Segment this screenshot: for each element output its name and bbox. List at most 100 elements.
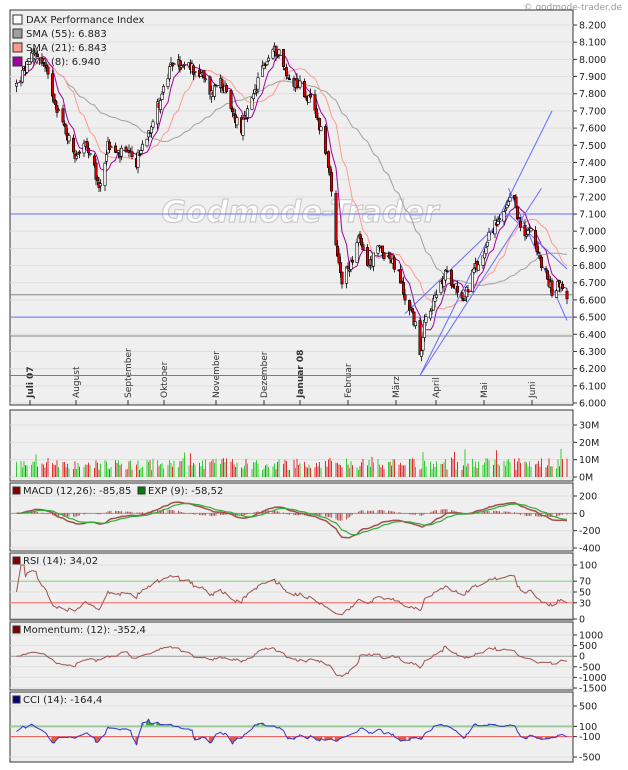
y-tick-label: 7.700: [579, 106, 606, 117]
legend-label: DAX Performance Index: [26, 15, 145, 26]
candle-body: [493, 219, 497, 235]
legend-swatch: [12, 42, 23, 53]
candle-body: [550, 280, 554, 296]
momentum-line: [16, 645, 568, 678]
candle-body: [470, 269, 474, 293]
y-tick-label: 0: [579, 615, 585, 626]
y-tick-label: 6.700: [579, 278, 606, 289]
candle-body: [319, 126, 323, 131]
legend-label: RSI (14): 34,02: [23, 556, 98, 567]
candle: [350, 256, 354, 265]
x-tick-label: Dezember: [260, 351, 270, 398]
y-tick-label: 500: [579, 641, 597, 652]
candle-body: [181, 66, 185, 69]
candle-body: [88, 153, 92, 155]
legend-label: SMA (8): 6.940: [26, 57, 100, 68]
candle-body: [358, 233, 362, 239]
sma55-line: [16, 62, 568, 286]
y-tick-label: -500: [579, 753, 601, 764]
candle: [78, 150, 82, 159]
candle-body: [94, 162, 98, 180]
candle-body: [64, 124, 68, 135]
candle: [502, 210, 506, 226]
candle-body: [464, 286, 468, 298]
candle: [56, 107, 60, 112]
candle: [265, 61, 269, 66]
x-tick-label: Oktober: [160, 361, 170, 398]
candle-body: [380, 245, 384, 253]
watermark: Godmode-Trader: [161, 195, 440, 230]
candle: [204, 75, 208, 83]
candle-body: [545, 270, 549, 280]
y-tick-label: -500: [579, 662, 601, 673]
candle-body: [202, 70, 206, 79]
rsi-line: [16, 564, 568, 616]
y-tick-label: 7.200: [579, 192, 606, 203]
y-tick-label: 70: [579, 577, 591, 588]
candle: [323, 124, 327, 156]
candle-body: [256, 77, 260, 90]
candle-body: [87, 147, 91, 154]
y-tick-label: -400: [579, 544, 601, 555]
candle-body: [213, 85, 217, 97]
candle-body: [150, 126, 154, 134]
candle-body: [484, 247, 488, 254]
candle: [392, 255, 396, 273]
candle-body: [355, 242, 359, 263]
candle-body: [225, 85, 229, 92]
y-tick-label: 7.100: [579, 210, 606, 221]
candle-body: [85, 141, 89, 148]
candle-body: [265, 61, 269, 65]
candle-body: [156, 101, 160, 125]
candle: [67, 132, 71, 144]
candle-body: [192, 65, 196, 75]
y-tick-label: -1500: [579, 684, 607, 695]
candle-body: [485, 241, 489, 247]
candle-body: [313, 94, 317, 111]
candle-body: [337, 253, 341, 264]
candle: [72, 134, 76, 155]
candle: [75, 150, 79, 161]
y-tick-label: 6.600: [579, 295, 606, 306]
candle-body: [377, 245, 381, 248]
candle-body: [524, 234, 528, 237]
trend-line: [404, 213, 509, 315]
candle: [476, 260, 480, 271]
legend-label: SMA (55): 6.883: [26, 29, 107, 40]
candle: [508, 192, 512, 202]
candle-body: [103, 162, 107, 186]
candle: [418, 317, 422, 356]
candle: [401, 276, 405, 298]
y-tick-label: 6.900: [579, 244, 606, 255]
candle-body: [365, 247, 369, 266]
candle-body: [463, 299, 467, 301]
legend-swatch: [12, 695, 21, 704]
candle-body: [141, 143, 145, 151]
candle: [202, 69, 206, 83]
candle-body: [255, 90, 259, 93]
candle-body: [160, 93, 164, 100]
y-tick-label: 6.300: [579, 347, 606, 358]
candle: [466, 285, 470, 297]
legend-swatch: [12, 556, 21, 565]
candle-body: [168, 66, 172, 80]
candle: [545, 269, 549, 281]
candle: [61, 104, 65, 125]
candle-body: [109, 146, 113, 148]
legend-label: CCI (14): -164,4: [23, 695, 102, 706]
candle-body: [424, 316, 428, 323]
candle-body: [204, 78, 208, 81]
y-tick-label: 1000: [579, 631, 603, 642]
candle-body: [497, 218, 501, 220]
candle-body: [15, 82, 19, 87]
cci-line: [16, 718, 568, 746]
candle-body: [120, 147, 124, 157]
candle-body: [229, 90, 233, 109]
candle-body: [151, 121, 155, 128]
candle: [225, 83, 229, 94]
candle-body: [162, 86, 166, 93]
candle: [329, 168, 333, 197]
candle: [493, 215, 497, 239]
y-tick-label: 10M: [579, 455, 599, 466]
